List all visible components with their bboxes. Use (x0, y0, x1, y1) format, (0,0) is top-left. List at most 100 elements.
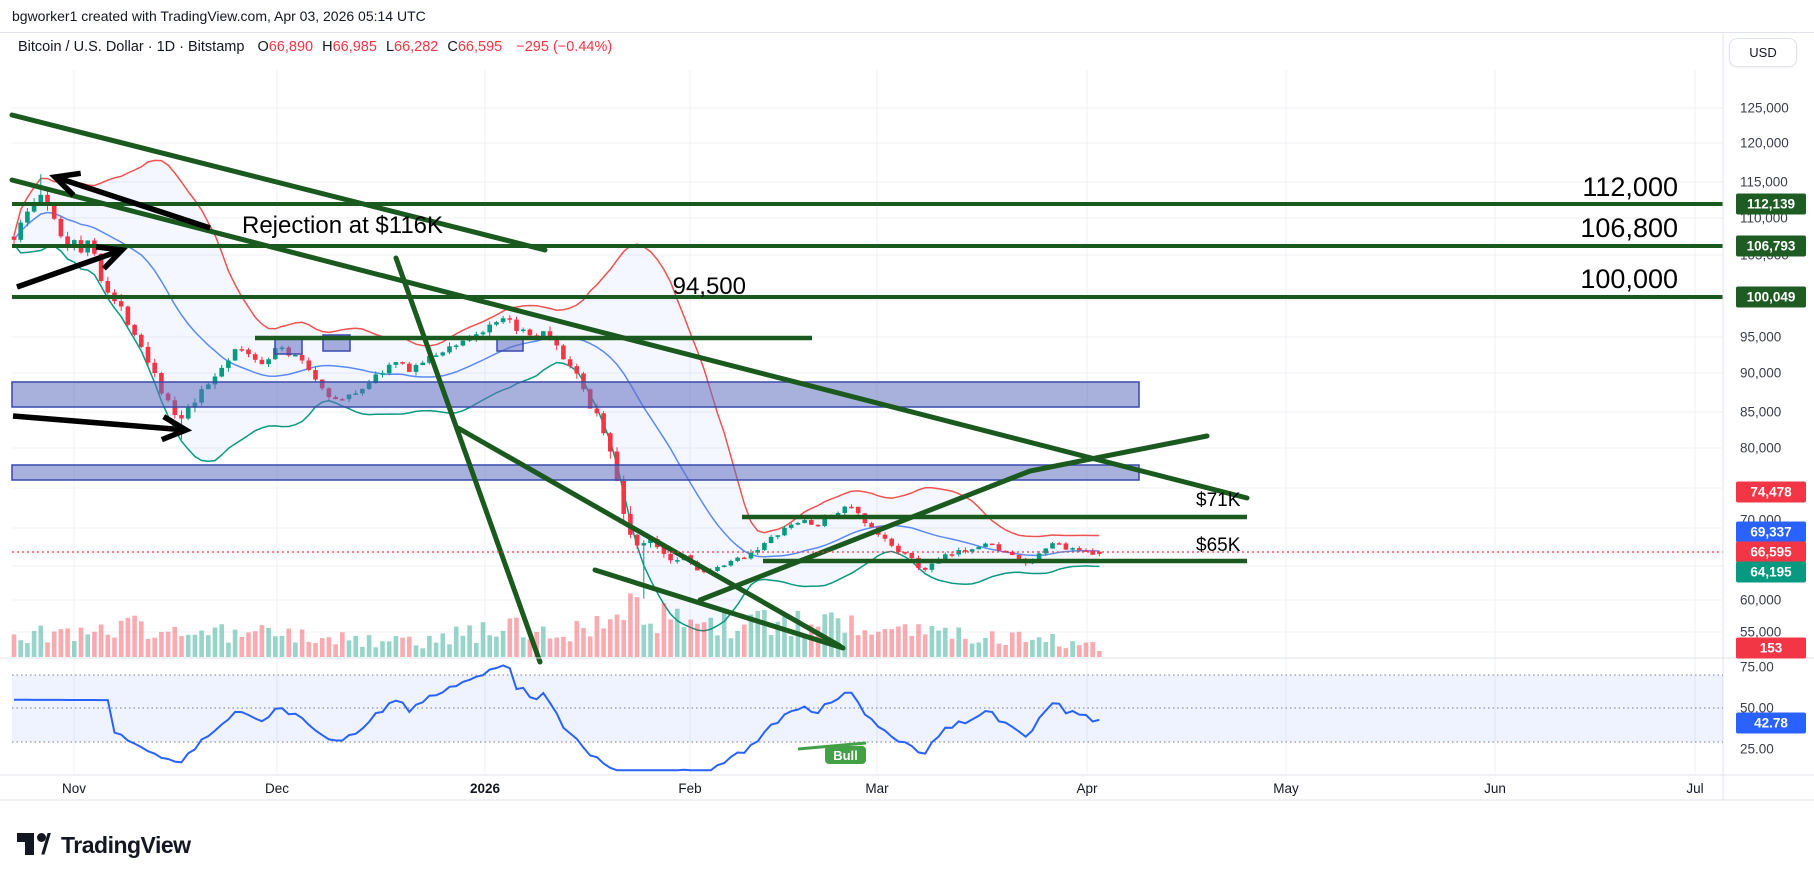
price-axis-tick: 75.00 (1740, 659, 1774, 675)
time-axis-label: 2026 (469, 781, 501, 796)
candle-body (889, 538, 894, 546)
drawing-text-level-71k[interactable]: $71K (1196, 490, 1241, 511)
candle-body (65, 236, 70, 247)
candle-body (561, 345, 566, 360)
candle-body (922, 567, 928, 570)
change-value: −295 (−0.44%) (516, 39, 613, 55)
ohlc-key: C (447, 39, 458, 55)
volume-bar (527, 639, 533, 657)
volume-bar (474, 642, 479, 657)
volume-bar (480, 622, 486, 657)
volume-bar (85, 634, 90, 657)
candle-body (139, 334, 144, 347)
ohlc-value: 66,890 (268, 39, 314, 55)
time-axis-label: Feb (678, 781, 702, 796)
trend-line[interactable] (9, 177, 1250, 501)
candle-body (480, 332, 486, 335)
bull-signal-badge[interactable]: Bull (825, 746, 866, 764)
candle-body (735, 557, 740, 561)
candle-body (25, 211, 30, 223)
candle-body (721, 565, 727, 568)
candle-body (266, 359, 271, 365)
trend-line[interactable] (697, 433, 1210, 603)
candle-body (1077, 548, 1082, 551)
candle-body (748, 552, 754, 559)
supply-demand-zone[interactable] (11, 381, 1140, 408)
volume-bar (561, 636, 566, 657)
candle-body (996, 544, 1002, 551)
candle-body (72, 240, 77, 247)
volume-bar (78, 627, 84, 657)
volume-bar (172, 626, 178, 657)
volume-bar (487, 635, 492, 657)
price-axis-tick: 95,000 (1740, 329, 1782, 345)
price-axis-tick: 80,000 (1740, 440, 1782, 456)
symbol-title[interactable]: Bitcoin / U.S. Dollar · 1D · Bitstamp (18, 39, 245, 55)
volume-bar (581, 627, 586, 657)
candle-body (313, 370, 318, 380)
volume-bar (25, 643, 30, 657)
volume-bar (855, 635, 861, 657)
volume-bar (1070, 641, 1075, 657)
volume-bar (614, 614, 620, 657)
volume-bar (721, 611, 727, 657)
candle-body (494, 322, 499, 325)
volume-bar (139, 621, 144, 657)
arrow-head (95, 244, 128, 271)
volume-bar (802, 636, 807, 657)
price-axis-tick: 25.00 (1740, 741, 1774, 757)
volume-bar (51, 631, 57, 657)
volume-bar (835, 618, 841, 657)
drawing-text-level-112000[interactable]: 112,000 (1582, 172, 1678, 202)
arrow-shaft[interactable] (12, 413, 187, 433)
candle-body (762, 543, 767, 551)
drawing-text-rejection[interactable]: Rejection at $116K (242, 212, 444, 239)
candle-body (594, 408, 600, 414)
volume-bar (681, 627, 687, 657)
volume-bar (715, 635, 720, 657)
candle-body (393, 362, 399, 365)
currency-toggle-button[interactable]: USD (1729, 38, 1797, 67)
volume-bar (360, 646, 365, 657)
candle-body (259, 359, 265, 365)
tradingview-logo[interactable]: TradingView (17, 832, 191, 859)
volume-bar (92, 631, 97, 657)
volume-bar (313, 643, 318, 657)
candle-body (145, 346, 151, 363)
trend-line[interactable] (455, 425, 843, 649)
arrow-shaft[interactable] (16, 247, 123, 290)
drawing-text-level-100000[interactable]: 100,000 (1580, 264, 1678, 294)
candle-body (701, 570, 707, 573)
volume-bar (695, 623, 700, 657)
volume-bar (427, 635, 432, 657)
volume-bar (353, 635, 358, 657)
candle-body (185, 407, 191, 419)
trend-line[interactable] (393, 255, 543, 665)
candle-body (608, 433, 613, 452)
volume-bar (976, 642, 982, 657)
volume-bar (340, 632, 345, 657)
candle-body (634, 534, 640, 546)
candle-body (782, 527, 787, 536)
trend-line[interactable] (592, 567, 846, 651)
candle-body (1010, 551, 1015, 555)
supply-demand-zone[interactable] (11, 464, 1140, 481)
trend-line[interactable] (9, 112, 548, 253)
volume-bar (500, 630, 506, 657)
candle-body (1056, 543, 1062, 545)
volume-bar (675, 608, 680, 657)
symbol-legend[interactable]: Bitcoin / U.S. Dollar · 1D · Bitstamp O6… (18, 39, 612, 55)
volume-bar (393, 636, 399, 657)
candle-body (219, 367, 224, 377)
drawing-text-level-65k[interactable]: $65K (1196, 535, 1241, 556)
volume-bar (929, 626, 935, 657)
volume-bar (541, 626, 546, 657)
drawing-text-level-94500[interactable]: 94,500 (672, 273, 746, 300)
arrow-shaft[interactable] (54, 174, 211, 231)
candle-body (989, 543, 995, 546)
volume-bar (1077, 645, 1082, 657)
volume-bar (862, 630, 868, 657)
volume-bar (788, 636, 794, 657)
drawing-text-level-106800[interactable]: 106,800 (1580, 213, 1678, 243)
